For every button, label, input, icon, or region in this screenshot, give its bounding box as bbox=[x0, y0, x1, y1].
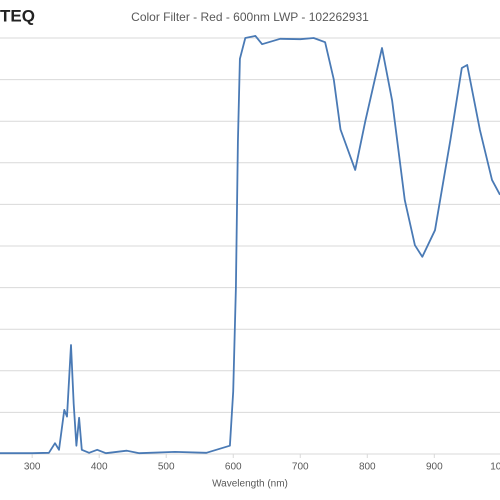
x-tick-label: 1000 bbox=[490, 462, 500, 473]
x-tick-label: 300 bbox=[24, 462, 41, 473]
x-axis-label: Wavelength (nm) bbox=[212, 479, 288, 490]
x-tick-label: 900 bbox=[426, 462, 443, 473]
data-line bbox=[0, 35, 500, 455]
x-tick-label: 600 bbox=[225, 462, 242, 473]
x-tick-label: 700 bbox=[292, 462, 309, 473]
chart-title: Color Filter - Red - 600nm LWP - 1022629… bbox=[131, 10, 369, 24]
x-tick-label: 400 bbox=[91, 462, 108, 473]
x-tick-label: 800 bbox=[359, 462, 376, 473]
x-tick-label: 500 bbox=[158, 462, 175, 473]
logo: TEQ bbox=[0, 6, 35, 25]
